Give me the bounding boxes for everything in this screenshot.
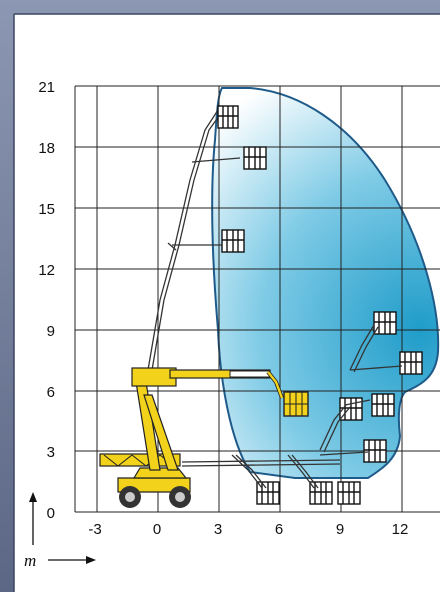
y-tick-15: 15 [38,201,55,218]
y-tick-21: 21 [38,79,55,96]
x-tick-12: 12 [392,521,409,538]
working-envelope [211,87,440,479]
x-tick-6: 6 [275,521,283,538]
x-tick-3: 3 [214,521,222,538]
unit-label: m [24,551,36,570]
x-tick-minus3: -3 [88,521,101,538]
aerial-lift-icon [99,367,309,508]
y-tick-0: 0 [47,505,55,522]
grid [74,85,440,513]
y-tick-3: 3 [47,444,55,461]
x-axis-ticks: -3 0 3 6 9 12 [88,521,408,538]
boom-positions-outreach [181,324,403,489]
y-tick-9: 9 [47,323,55,340]
y-axis-ticks: 21 18 15 12 9 6 3 0 [38,79,55,522]
y-tick-18: 18 [38,140,55,157]
x-tick-0: 0 [153,521,161,538]
platform-basket-icon [217,105,423,505]
boom-positions-vertical [147,109,241,371]
x-tick-9: 9 [336,521,344,538]
arrow-right-icon [48,556,96,564]
arrow-up-icon [29,492,37,545]
y-tick-12: 12 [38,262,55,279]
y-tick-6: 6 [47,384,55,401]
